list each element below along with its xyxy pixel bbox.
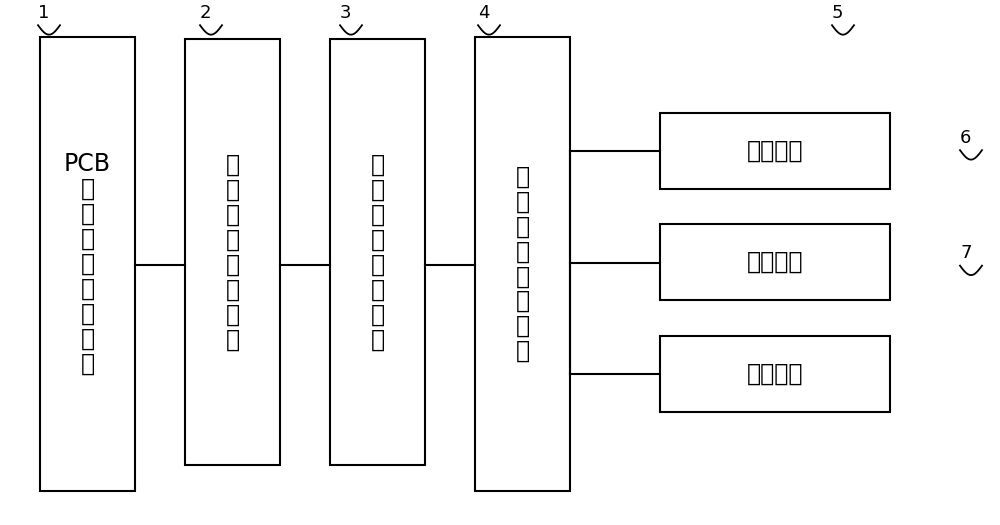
Bar bbox=[40, 37, 135, 491]
Text: PCB
板
限
高
区
获
取
模
块: PCB 板 限 高 区 获 取 模 块 bbox=[64, 152, 111, 375]
Bar bbox=[185, 39, 280, 465]
Text: 显示模块: 显示模块 bbox=[747, 139, 803, 163]
Text: 存储模块: 存储模块 bbox=[747, 362, 803, 386]
Text: 超
高
器
件
获
取
模
块: 超 高 器 件 获 取 模 块 bbox=[515, 164, 530, 363]
Text: 限
定
属
性
获
取
模
块: 限 定 属 性 获 取 模 块 bbox=[225, 153, 240, 351]
Text: 1: 1 bbox=[38, 4, 49, 22]
Text: 5: 5 bbox=[832, 4, 844, 22]
Bar bbox=[330, 39, 425, 465]
Bar bbox=[660, 224, 890, 300]
Text: 3: 3 bbox=[340, 4, 352, 22]
Bar bbox=[660, 336, 890, 412]
Bar bbox=[475, 37, 570, 491]
Text: 处理模块: 处理模块 bbox=[747, 250, 803, 274]
Text: 2: 2 bbox=[200, 4, 212, 22]
Bar bbox=[660, 113, 890, 189]
Text: 7: 7 bbox=[960, 245, 972, 262]
Text: 4: 4 bbox=[478, 4, 490, 22]
Text: 器
件
高
度
获
取
模
块: 器 件 高 度 获 取 模 块 bbox=[370, 153, 385, 351]
Text: 6: 6 bbox=[960, 129, 971, 147]
